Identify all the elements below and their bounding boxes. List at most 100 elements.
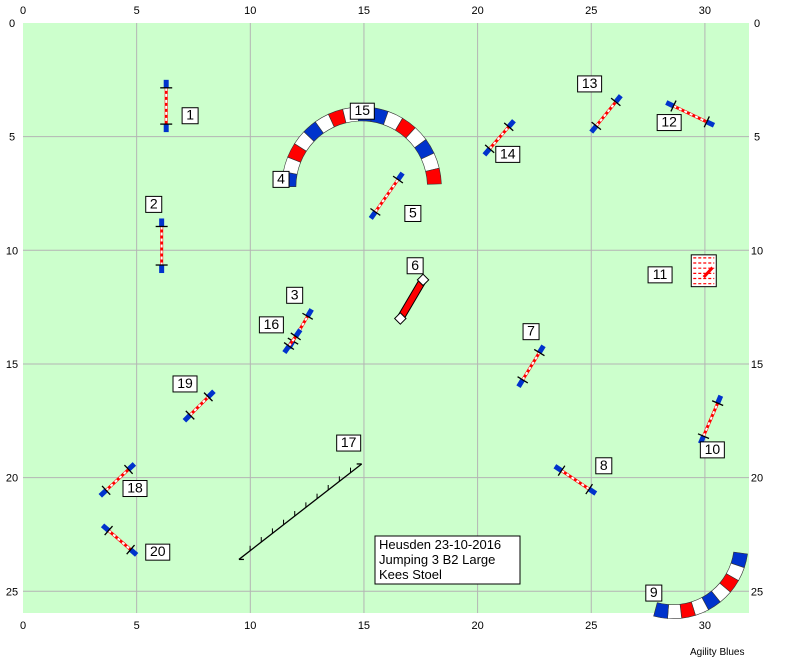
obstacle-number-box	[647, 266, 673, 284]
y-tick-label-left: 25	[6, 586, 18, 598]
obstacle-number-6: 6	[411, 257, 419, 273]
jump-post	[101, 485, 111, 496]
obstacle-19: 19	[172, 375, 216, 423]
jump-post	[370, 207, 381, 216]
jump-wing	[305, 308, 314, 318]
jump-pole-stripes	[374, 178, 399, 213]
y-tick-label-right: 5	[754, 132, 760, 144]
obstacle-11: 11	[647, 254, 717, 288]
jump-post	[533, 348, 545, 357]
obstacle-number-box	[595, 457, 613, 475]
jump-wing	[506, 119, 516, 129]
y-tick-label-left: 10	[6, 245, 18, 257]
jump-pole-stripes	[488, 126, 510, 150]
credit-text: Agility Blues	[690, 647, 744, 658]
obstacle-number-3: 3	[291, 286, 299, 302]
jump-pole	[702, 402, 720, 437]
obstacle-number-box	[522, 323, 540, 341]
tire-frame	[690, 254, 717, 288]
obstacle-number-12: 12	[661, 114, 677, 130]
y-tick-label-right: 15	[751, 359, 763, 371]
obstacle-number-8: 8	[600, 457, 608, 473]
obstacle-number-10: 10	[705, 441, 721, 457]
tire-ring	[702, 266, 714, 279]
x-tick-label-bottom: 20	[471, 620, 483, 632]
obstacle-number-4: 4	[277, 170, 285, 186]
jump-wing	[482, 147, 492, 157]
jump-wing	[368, 210, 378, 220]
jump-post	[185, 410, 195, 420]
obstacle-1: 1	[160, 79, 199, 133]
jump-post	[585, 483, 594, 495]
obstacle-number-box	[145, 195, 163, 213]
y-tick-label-left: 15	[6, 359, 18, 371]
obstacle-number-box	[258, 316, 284, 334]
obstacle-number-box	[122, 480, 148, 498]
obstacle-7: 7	[516, 323, 546, 388]
obstacle-13: 13	[577, 75, 623, 134]
jump-wing	[293, 328, 303, 338]
x-tick-label-bottom: 5	[134, 620, 140, 632]
obstacle-number-20: 20	[150, 543, 166, 559]
weave-body	[397, 276, 427, 322]
obstacle-number-11: 11	[653, 266, 668, 282]
obstacle-20: 20	[100, 523, 171, 561]
obstacle-number-box	[349, 102, 375, 120]
jump-pole	[560, 469, 590, 491]
jump-post	[697, 433, 710, 440]
obstacle-number-box	[656, 114, 682, 132]
weave-end	[416, 273, 430, 287]
course-info-line-1: Heusden 23-10-2016	[379, 537, 501, 552]
jump-wing	[589, 124, 599, 134]
wall-line	[238, 463, 363, 560]
y-tick-label-left: 20	[6, 473, 18, 485]
obstacle-number-box	[699, 441, 725, 459]
obstacle-number-box	[495, 145, 521, 163]
grid-lines	[23, 23, 749, 613]
jump-wing	[395, 171, 405, 182]
x-tick-label-top: 0	[20, 5, 26, 17]
jump-wing	[537, 344, 546, 354]
obstacle-number-7: 7	[527, 323, 535, 339]
obstacle-number-1: 1	[186, 107, 194, 123]
x-tick-label-bottom: 10	[244, 620, 256, 632]
obstacle-number-box	[286, 286, 304, 304]
obstacle-number-box	[577, 75, 603, 93]
jump-wing	[128, 547, 139, 557]
jump-wing	[553, 464, 563, 473]
jump-wing	[516, 378, 525, 388]
y-tick-label-left: 5	[9, 132, 15, 144]
jump-post	[557, 465, 566, 477]
obstacle-5: 5	[368, 171, 422, 222]
x-tick-label-top: 10	[244, 5, 256, 17]
jump-pole-stripes	[673, 105, 708, 123]
obstacle-10: 10	[697, 394, 725, 459]
jump-wing	[206, 389, 216, 399]
jump-wing	[100, 523, 111, 533]
jump-post	[711, 400, 724, 407]
jump-post	[703, 116, 710, 128]
jump-wing	[587, 486, 598, 496]
jump-wing	[665, 100, 675, 109]
obstacle-number-14: 14	[500, 145, 516, 161]
jump-wing	[98, 488, 108, 498]
obstacle-number-19: 19	[177, 375, 193, 391]
jump-post	[123, 464, 134, 475]
obstacle-number-box	[181, 107, 199, 125]
tunnel-segment	[425, 167, 442, 185]
jump-wing	[705, 119, 716, 128]
obstacle-number-2: 2	[150, 195, 158, 211]
jump-pole-stripes	[105, 468, 130, 492]
tunnel-segment	[667, 603, 682, 619]
jump-wing	[715, 394, 724, 405]
jump-pole-stripes	[521, 352, 541, 381]
weave-end	[393, 312, 407, 325]
course-info-line-3: Kees Stoel	[379, 567, 442, 582]
obstacle-16: 16	[258, 316, 303, 355]
obstacle-17: 17	[238, 434, 363, 561]
jump-pole-stripes	[107, 529, 132, 551]
jump-wing	[613, 94, 623, 104]
jump-post	[290, 332, 302, 341]
